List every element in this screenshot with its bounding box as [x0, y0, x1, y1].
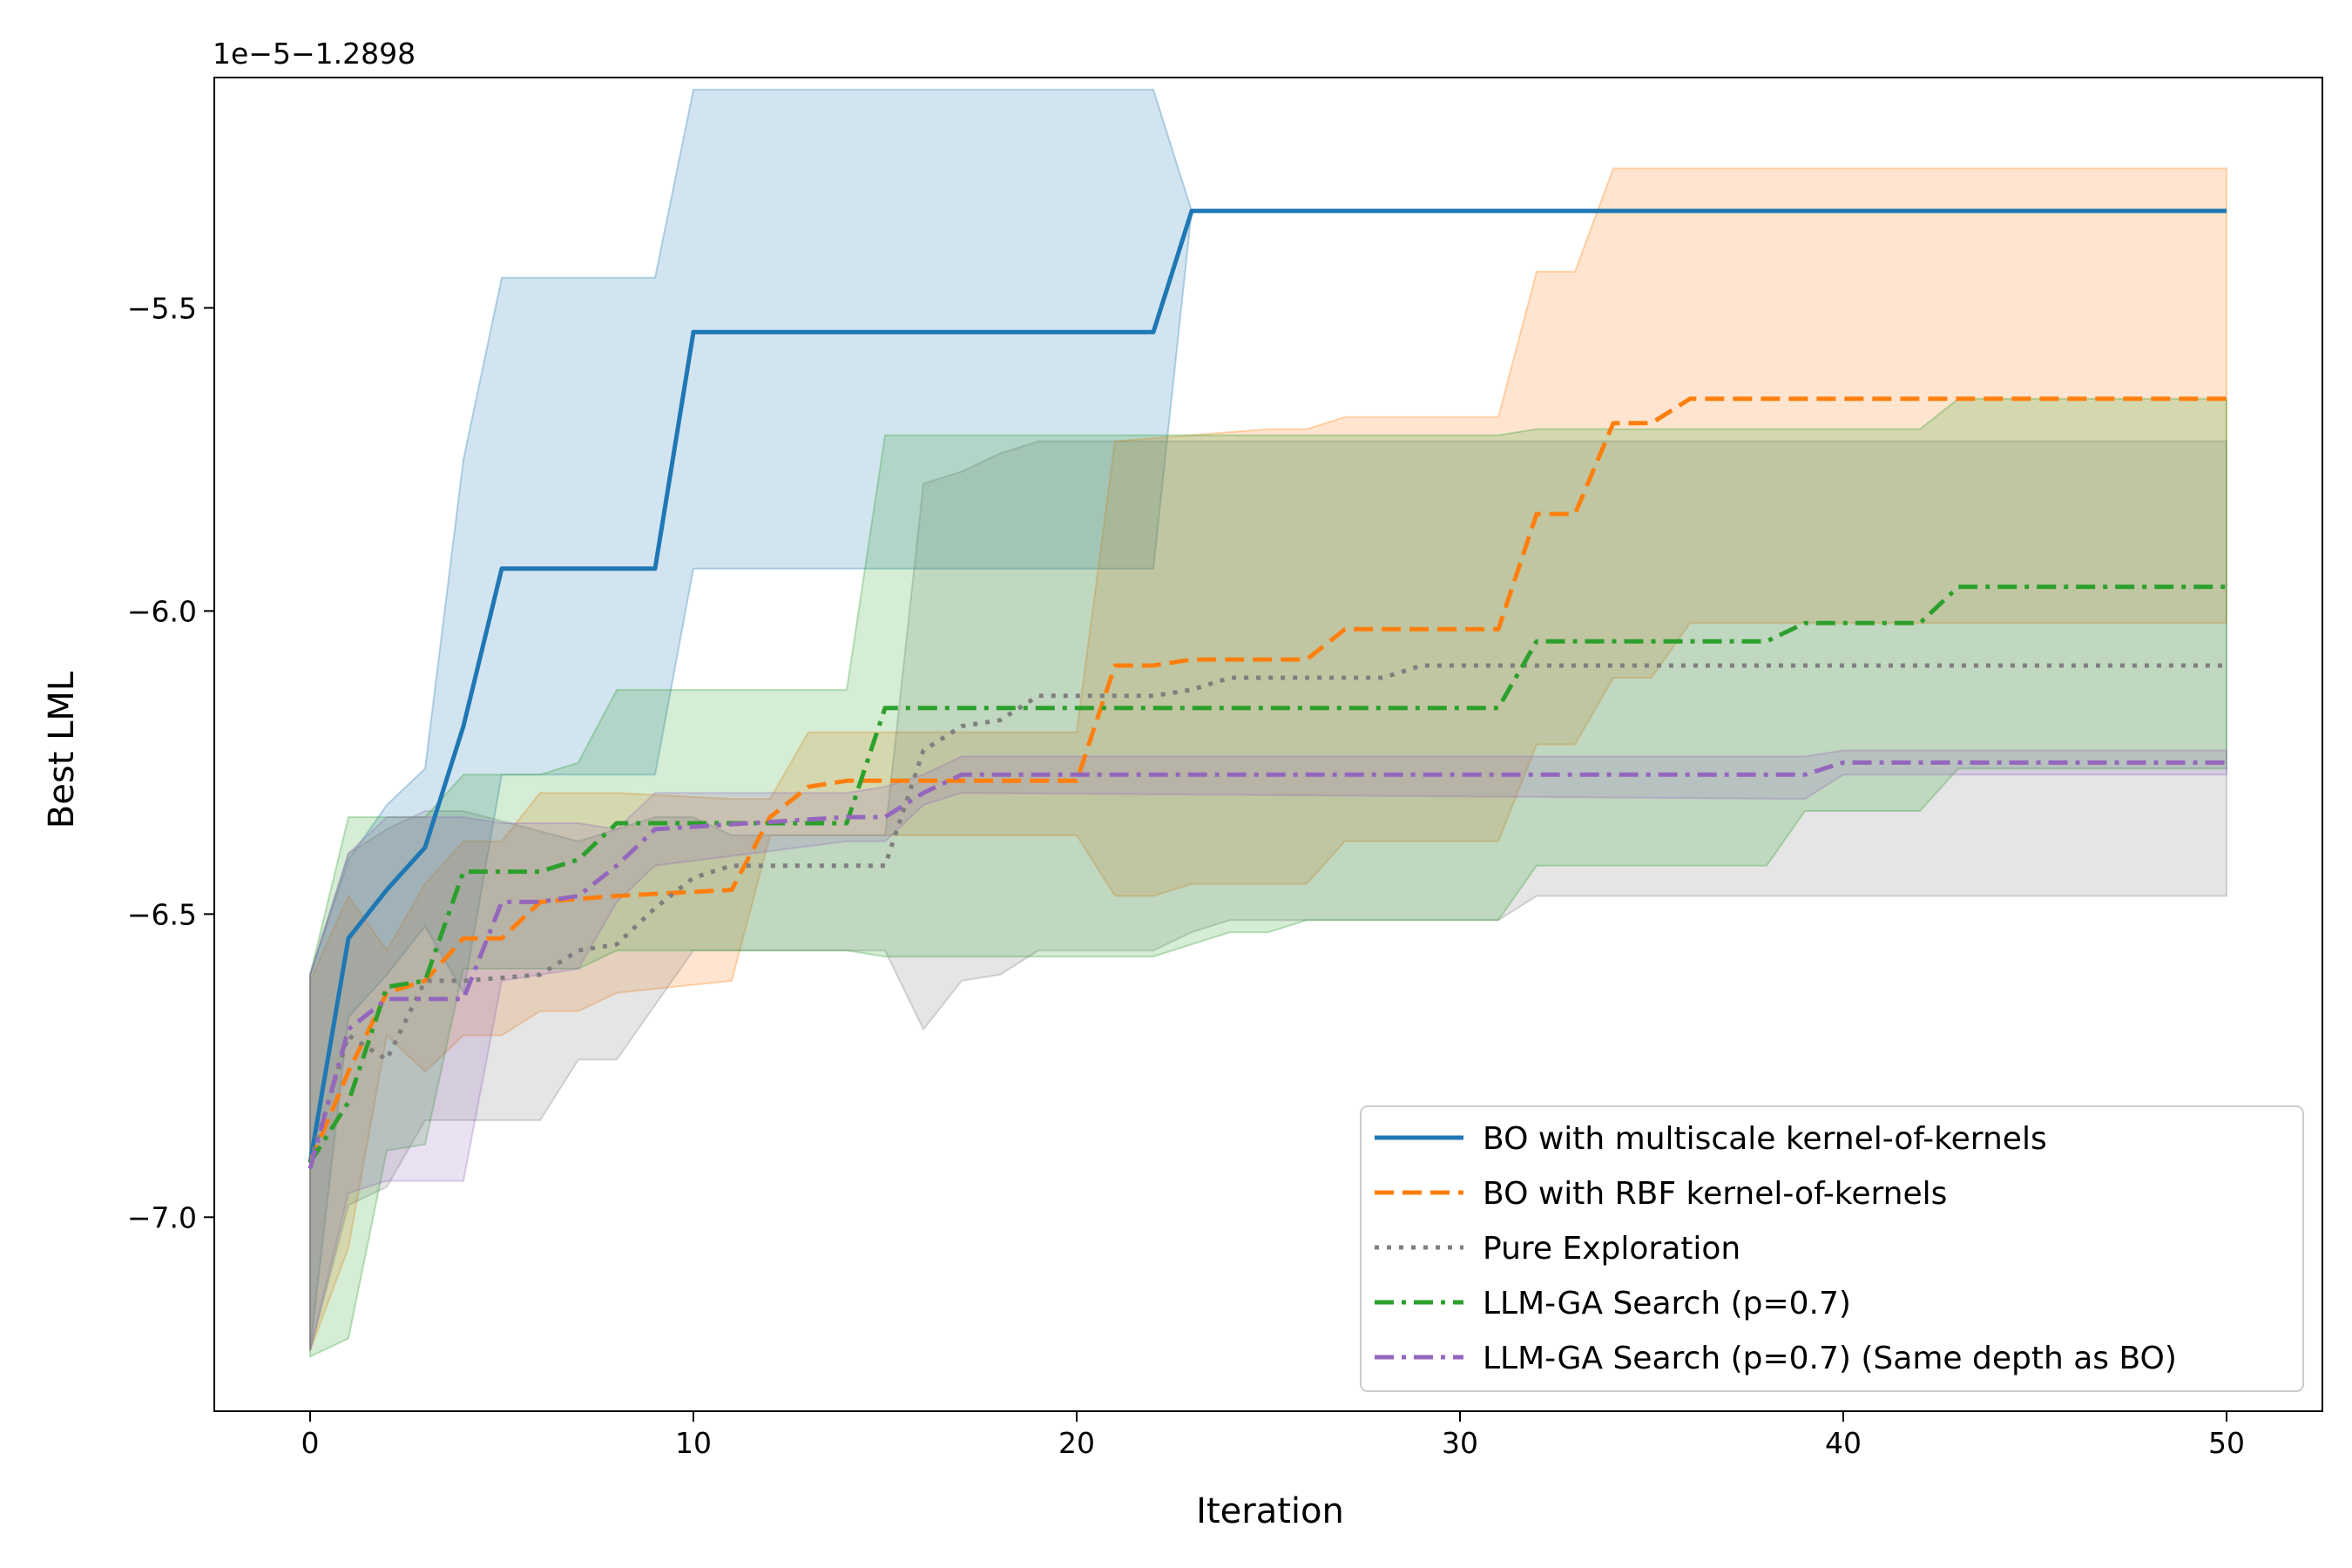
x-tick-label: 30	[1442, 1426, 1478, 1460]
legend-label-pure-exploration: Pure Exploration	[1483, 1231, 1740, 1267]
y-axis: −7.0 −6.5 −6.0 −5.5	[127, 291, 214, 1234]
bo-multiscale-band	[309, 88, 1193, 1351]
legend-label-llm-ga-same-depth: LLM-GA Search (p=0.7) (Same depth as BO)	[1483, 1341, 2177, 1376]
legend-box	[1360, 1105, 2304, 1392]
plot-frame	[213, 77, 2323, 1412]
bo-multiscale-line	[308, 208, 2227, 1164]
x-axis: 0 10 20 30 40 50	[301, 1411, 2245, 1460]
y-tick-label: −6.0	[127, 594, 197, 628]
pure-exploration-line	[308, 663, 2227, 1164]
y-tick-label: −7.0	[127, 1200, 197, 1234]
pure-exploration-band	[309, 440, 2227, 1351]
bo-rbf-line	[308, 396, 2227, 1164]
y-tick-label: −6.5	[127, 897, 197, 931]
x-tick-label: 10	[675, 1426, 712, 1460]
y-offset-text: 1e−5−1.2898	[213, 37, 416, 71]
y-axis-label: Best LML	[42, 671, 82, 828]
legend: BO with multiscale kernel-of-kernels BO w…	[1360, 1105, 2304, 1392]
legend-label-llm-ga-search: LLM-GA Search (p=0.7)	[1483, 1286, 1851, 1321]
llm-ga-same-depth-band	[309, 749, 2227, 1351]
llm-ga-same-depth-line	[308, 760, 2227, 1170]
llm-ga-search-band	[309, 397, 2227, 1358]
x-tick-label: 40	[1825, 1426, 1862, 1460]
series-lines	[308, 208, 2227, 1170]
x-tick-label: 50	[2208, 1426, 2245, 1460]
legend-label-bo-rbf: BO with RBF kernel-of-kernels	[1483, 1176, 1947, 1212]
x-tick-label: 20	[1058, 1426, 1095, 1460]
legend-label-bo-multiscale: BO with multiscale kernel-of-kernels	[1483, 1121, 2047, 1157]
x-axis-label: Iteration	[1196, 1491, 1344, 1531]
y-tick-label: −5.5	[127, 291, 197, 325]
bo-rbf-band	[309, 167, 2227, 1351]
x-tick-label: 0	[301, 1426, 320, 1460]
confidence-bands	[309, 88, 2227, 1358]
